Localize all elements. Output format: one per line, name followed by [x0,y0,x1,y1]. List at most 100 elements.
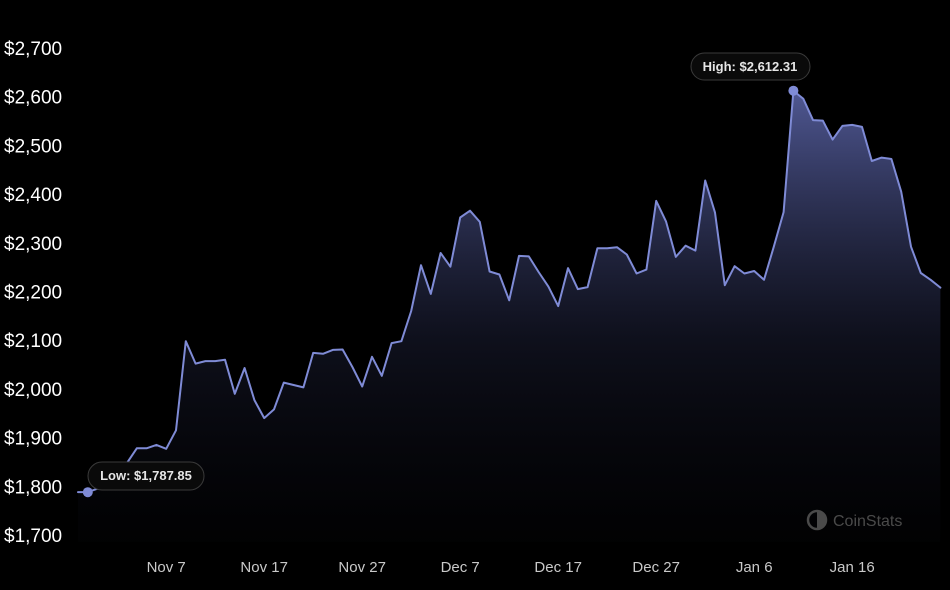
data-point[interactable] [457,215,463,221]
data-point[interactable] [467,208,473,214]
data-point[interactable] [830,137,836,143]
data-point[interactable] [271,406,277,412]
data-point[interactable] [379,373,385,379]
x-tick-label: Dec 17 [534,559,582,576]
data-point[interactable] [251,397,257,403]
data-point[interactable] [683,243,689,249]
data-point[interactable] [398,338,404,344]
data-point[interactable] [506,297,512,303]
data-point[interactable] [849,122,855,128]
high-label: High: $2,612.31 [703,59,798,74]
data-point[interactable] [389,340,395,346]
x-tick-label: Dec 7 [441,559,480,576]
data-point[interactable] [193,361,199,367]
watermark-text: CoinStats [833,513,902,530]
data-point[interactable] [447,264,453,270]
data-point[interactable] [898,189,904,195]
data-point[interactable] [144,445,150,451]
data-point[interactable] [624,252,630,258]
watermark: CoinStats [806,509,902,531]
data-point[interactable] [202,358,208,364]
data-point[interactable] [212,358,218,364]
data-point[interactable] [281,380,287,386]
data-point[interactable] [291,382,297,388]
data-point[interactable] [594,245,600,251]
data-point[interactable] [869,158,875,164]
data-point[interactable] [163,446,169,452]
data-point[interactable] [477,219,483,225]
data-point[interactable] [839,123,845,129]
data-point[interactable] [712,210,718,216]
data-point[interactable] [575,286,581,292]
data-point[interactable] [673,254,679,260]
x-tick-label: Dec 27 [632,559,680,576]
data-point[interactable] [516,253,522,259]
data-point[interactable] [330,347,336,353]
data-point[interactable] [751,268,757,274]
high-tooltip [690,52,811,81]
data-point[interactable] [183,338,189,344]
data-point[interactable] [487,269,493,275]
data-point[interactable] [908,244,914,250]
data-point[interactable] [408,308,414,314]
data-point[interactable] [438,250,444,256]
data-point[interactable] [928,277,934,283]
data-point[interactable] [634,271,640,277]
data-point[interactable] [859,124,865,130]
data-point[interactable] [702,178,708,184]
data-point[interactable] [555,303,561,309]
data-point[interactable] [310,350,316,356]
price-area [78,90,941,543]
data-point[interactable] [320,351,326,357]
data-point[interactable] [820,118,826,124]
data-point[interactable] [741,271,747,277]
y-tick-label: $1,800 [4,477,62,498]
high-point[interactable] [788,85,799,96]
data-point[interactable] [800,96,806,102]
data-point[interactable] [771,244,777,250]
data-point[interactable] [242,365,248,371]
data-point[interactable] [888,156,894,162]
data-point[interactable] [937,285,943,291]
data-point[interactable] [173,427,179,433]
data-point[interactable] [496,272,502,278]
data-point[interactable] [75,489,81,495]
data-point[interactable] [614,244,620,250]
data-point[interactable] [428,291,434,297]
data-point[interactable] [153,442,159,448]
data-point[interactable] [536,269,542,275]
data-point[interactable] [732,263,738,269]
data-point[interactable] [604,245,610,251]
y-tick-label: $1,900 [4,429,62,450]
data-point[interactable] [545,284,551,290]
data-point[interactable] [222,357,228,363]
data-point[interactable] [232,391,238,397]
data-point[interactable] [585,284,591,290]
data-point[interactable] [340,347,346,353]
y-tick-label: $2,500 [4,136,62,157]
data-point[interactable] [359,384,365,390]
data-point[interactable] [918,270,924,276]
coinstats-logo-icon [806,509,828,531]
data-point[interactable] [761,277,767,283]
low-point[interactable] [82,487,93,498]
data-point[interactable] [261,415,267,421]
data-point[interactable] [653,198,659,204]
y-tick-label: $2,000 [4,380,62,401]
data-point[interactable] [810,117,816,123]
data-point[interactable] [692,248,698,254]
data-point[interactable] [722,282,728,288]
data-point[interactable] [879,155,885,161]
data-point[interactable] [369,354,375,360]
data-point[interactable] [781,209,787,215]
data-point[interactable] [565,265,571,271]
x-tick-label: Nov 17 [240,559,288,576]
data-point[interactable] [418,262,424,268]
data-point[interactable] [526,253,532,259]
data-point[interactable] [643,267,649,273]
data-point[interactable] [300,384,306,390]
data-point[interactable] [349,364,355,370]
data-point[interactable] [663,218,669,224]
x-tick-label: Jan 6 [736,559,773,576]
data-point[interactable] [134,445,140,451]
